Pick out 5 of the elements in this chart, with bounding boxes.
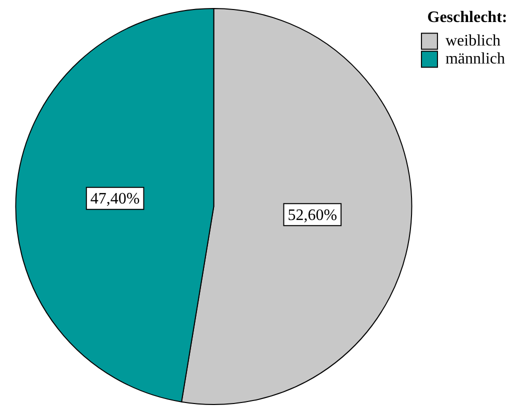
legend-title: Geschlecht: — [427, 9, 508, 26]
legend-label: männlich — [445, 50, 506, 68]
legend-label: weiblich — [445, 32, 501, 50]
data-label: 47,40% — [90, 190, 140, 208]
data-label: 52,60% — [288, 206, 338, 224]
